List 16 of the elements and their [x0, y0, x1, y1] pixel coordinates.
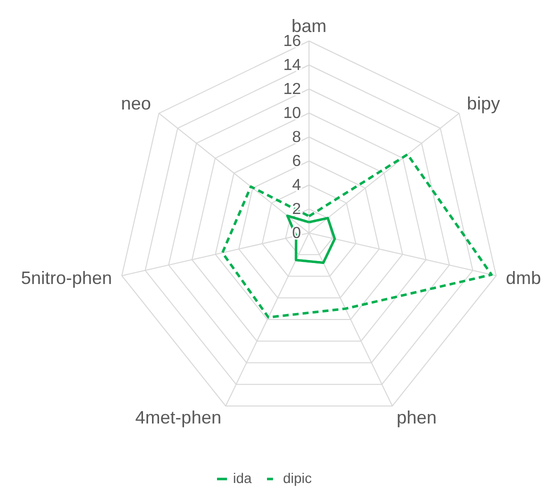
y-tick-label: 14 [283, 57, 302, 74]
spoke-label: 4met-phen [135, 408, 222, 428]
y-tick-label: 12 [283, 81, 302, 98]
y-tick-label: 8 [292, 129, 302, 146]
legend-label: dipic [283, 470, 312, 486]
spoke-label: 5nitro-phen [20, 268, 112, 288]
spoke-label: phen [396, 408, 437, 428]
spoke-label: neo [121, 94, 152, 114]
spoke-label: dmb [506, 268, 541, 288]
y-tick-label: 6 [292, 153, 302, 170]
y-tick-label: 10 [283, 105, 302, 122]
y-tick-label: 4 [292, 177, 302, 194]
spoke-label: bam [291, 16, 327, 36]
y-tick-label: 16 [283, 33, 302, 50]
spoke-label: bipy [466, 94, 500, 114]
legend-label: ida [233, 470, 252, 486]
